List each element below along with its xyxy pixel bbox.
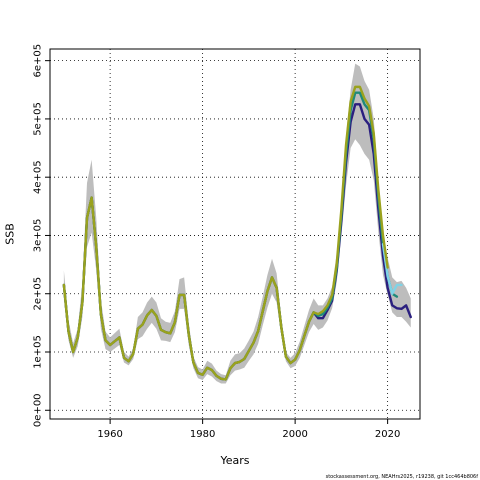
plot-frame [49, 48, 421, 420]
x-axis-title: Years [219, 454, 249, 467]
y-tick-label: 1e+05 [33, 335, 44, 369]
series-line-3 [381, 242, 403, 295]
y-tick-label: 2e+05 [33, 277, 44, 311]
confidence-band [63, 63, 411, 384]
y-axis-title: SSB [4, 223, 17, 245]
x-tick-label: 1960 [97, 429, 122, 440]
confidence-band-area [63, 63, 411, 384]
x-tick-label: 1980 [190, 429, 215, 440]
y-tick-label: 3e+05 [33, 219, 44, 253]
y-tick-label: 5e+05 [33, 102, 44, 136]
y-tick-label: 4e+05 [33, 160, 44, 194]
x-tick-label: 2020 [375, 429, 400, 440]
grid [50, 49, 420, 419]
x-tick-label: 2000 [282, 429, 307, 440]
y-tick-label: 0e+00 [33, 393, 44, 427]
x-axis: 1960 1980 2000 2020 [97, 419, 400, 440]
series-lines [62, 85, 412, 381]
y-tick-label: 6e+05 [33, 44, 44, 78]
series-line-4 [62, 85, 389, 381]
y-axis: 0e+00 1e+05 2e+05 3e+05 4e+05 5e+05 6e+05 [33, 44, 50, 427]
caption: stockassessment.org, NEAHrs2025, r19238,… [326, 474, 479, 480]
